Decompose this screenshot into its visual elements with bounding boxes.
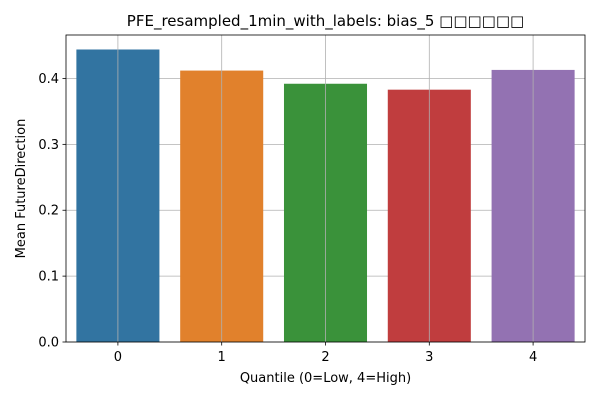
y-tick-label: 0.0 <box>38 336 59 351</box>
y-tick-label: 0.1 <box>38 270 59 285</box>
y-tick-label: 0.4 <box>38 72 59 87</box>
x-tick-label: 3 <box>425 350 433 365</box>
y-tick-label: 0.2 <box>38 204 59 219</box>
x-tick-label: 1 <box>218 350 226 365</box>
x-axis-label: Quantile (0=Low, 4=High) <box>240 371 411 386</box>
chart-title: PFE_resampled_1min_with_labels: bias_5 □… <box>127 12 524 31</box>
x-tick-label: 0 <box>114 350 122 365</box>
y-tick-label: 0.3 <box>38 138 59 153</box>
x-tick-label: 4 <box>529 350 537 365</box>
tick-layer: 0.0 0.1 0.2 0.3 0.4 0 1 2 3 4 <box>38 72 537 365</box>
x-tick-label: 2 <box>321 350 329 365</box>
y-axis-label: Mean FutureDirection <box>14 119 29 259</box>
vertical-grid-layer <box>117 35 534 342</box>
